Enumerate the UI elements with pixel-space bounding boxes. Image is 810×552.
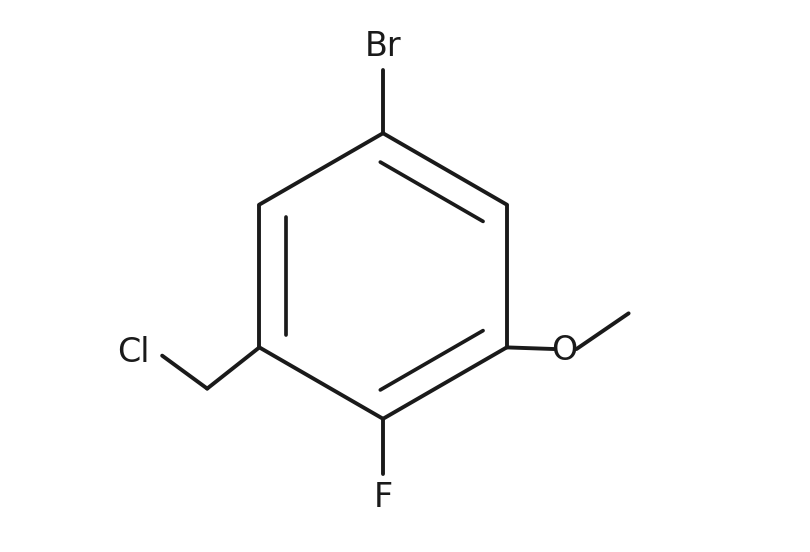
Text: Br: Br [364,30,401,63]
Text: O: O [552,333,578,367]
Text: Cl: Cl [117,336,150,369]
Text: F: F [373,481,393,514]
